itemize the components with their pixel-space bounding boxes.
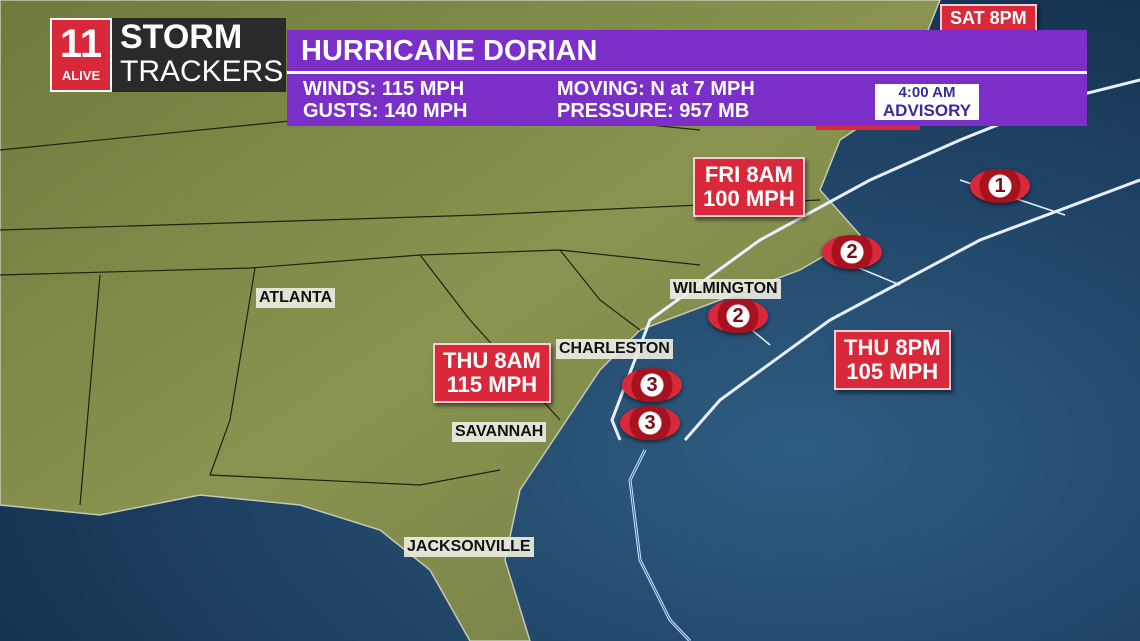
forecast-label: THU 8PM 105 MPH (834, 330, 951, 390)
storm-category: 2 (732, 305, 744, 327)
storm-category: 1 (994, 175, 1006, 197)
advisory-time: 4:00 AM (898, 84, 956, 101)
forecast-time: THU 8AM (443, 348, 541, 373)
city-label: ATLANTA (256, 288, 336, 308)
city-label: WILMINGTON (670, 279, 781, 299)
city-label: JACKSONVILLE (404, 537, 534, 557)
storm-icon: 1 (970, 169, 1030, 203)
forecast-wind: 100 MPH (703, 186, 795, 211)
storm-category: 3 (646, 374, 658, 396)
city-label: SAVANNAH (452, 422, 547, 442)
station: ALIVE (61, 68, 101, 83)
moving: MOVING: N at 7 MPH (557, 78, 755, 100)
logo: 11 ALIVE STORM TRACKERS (50, 18, 286, 92)
storm-icon: 3 (622, 368, 682, 402)
storm-icon: 3 (620, 406, 680, 440)
storm-icon: 2 (822, 235, 882, 269)
city-label: CHARLESTON (556, 339, 673, 359)
storm-category: 3 (644, 412, 656, 434)
track-line-inner (629, 449, 691, 641)
forecast-wind: 105 MPH (846, 359, 939, 384)
channel: 11 (59, 22, 103, 66)
forecast-label: THU 8AM 115 MPH (433, 343, 551, 403)
banner-title: HURRICANE DORIAN (301, 35, 598, 67)
logo-text: STORM TRACKERS (112, 18, 286, 92)
separator (287, 71, 1087, 74)
logo-line1: STORM (120, 18, 243, 56)
forecast-label: FRI 8AM 100 MPH (693, 157, 805, 217)
gusts: GUSTS: 140 MPH (303, 100, 468, 122)
pressure: PRESSURE: 957 MB (557, 100, 750, 122)
forecast-label: SAT 8PM (940, 4, 1037, 32)
advisory: 4:00 AM ADVISORY (875, 84, 979, 120)
forecast-time: FRI 8AM (704, 162, 793, 187)
winds: WINDS: 115 MPH (303, 78, 465, 100)
logo-badge: 11 ALIVE (50, 18, 112, 92)
storm-icon: 2 (708, 299, 768, 333)
storm-category: 2 (846, 241, 858, 263)
info-banner: HURRICANE DORIAN WINDS: 115 MPH GUSTS: 1… (287, 30, 1087, 126)
forecast-time: THU 8PM (844, 335, 941, 360)
forecast-wind: 115 MPH (446, 372, 538, 397)
forecast-time: SAT 8PM (950, 8, 1027, 28)
advisory-label: ADVISORY (882, 101, 972, 120)
logo-line2: TRACKERS (120, 55, 284, 88)
